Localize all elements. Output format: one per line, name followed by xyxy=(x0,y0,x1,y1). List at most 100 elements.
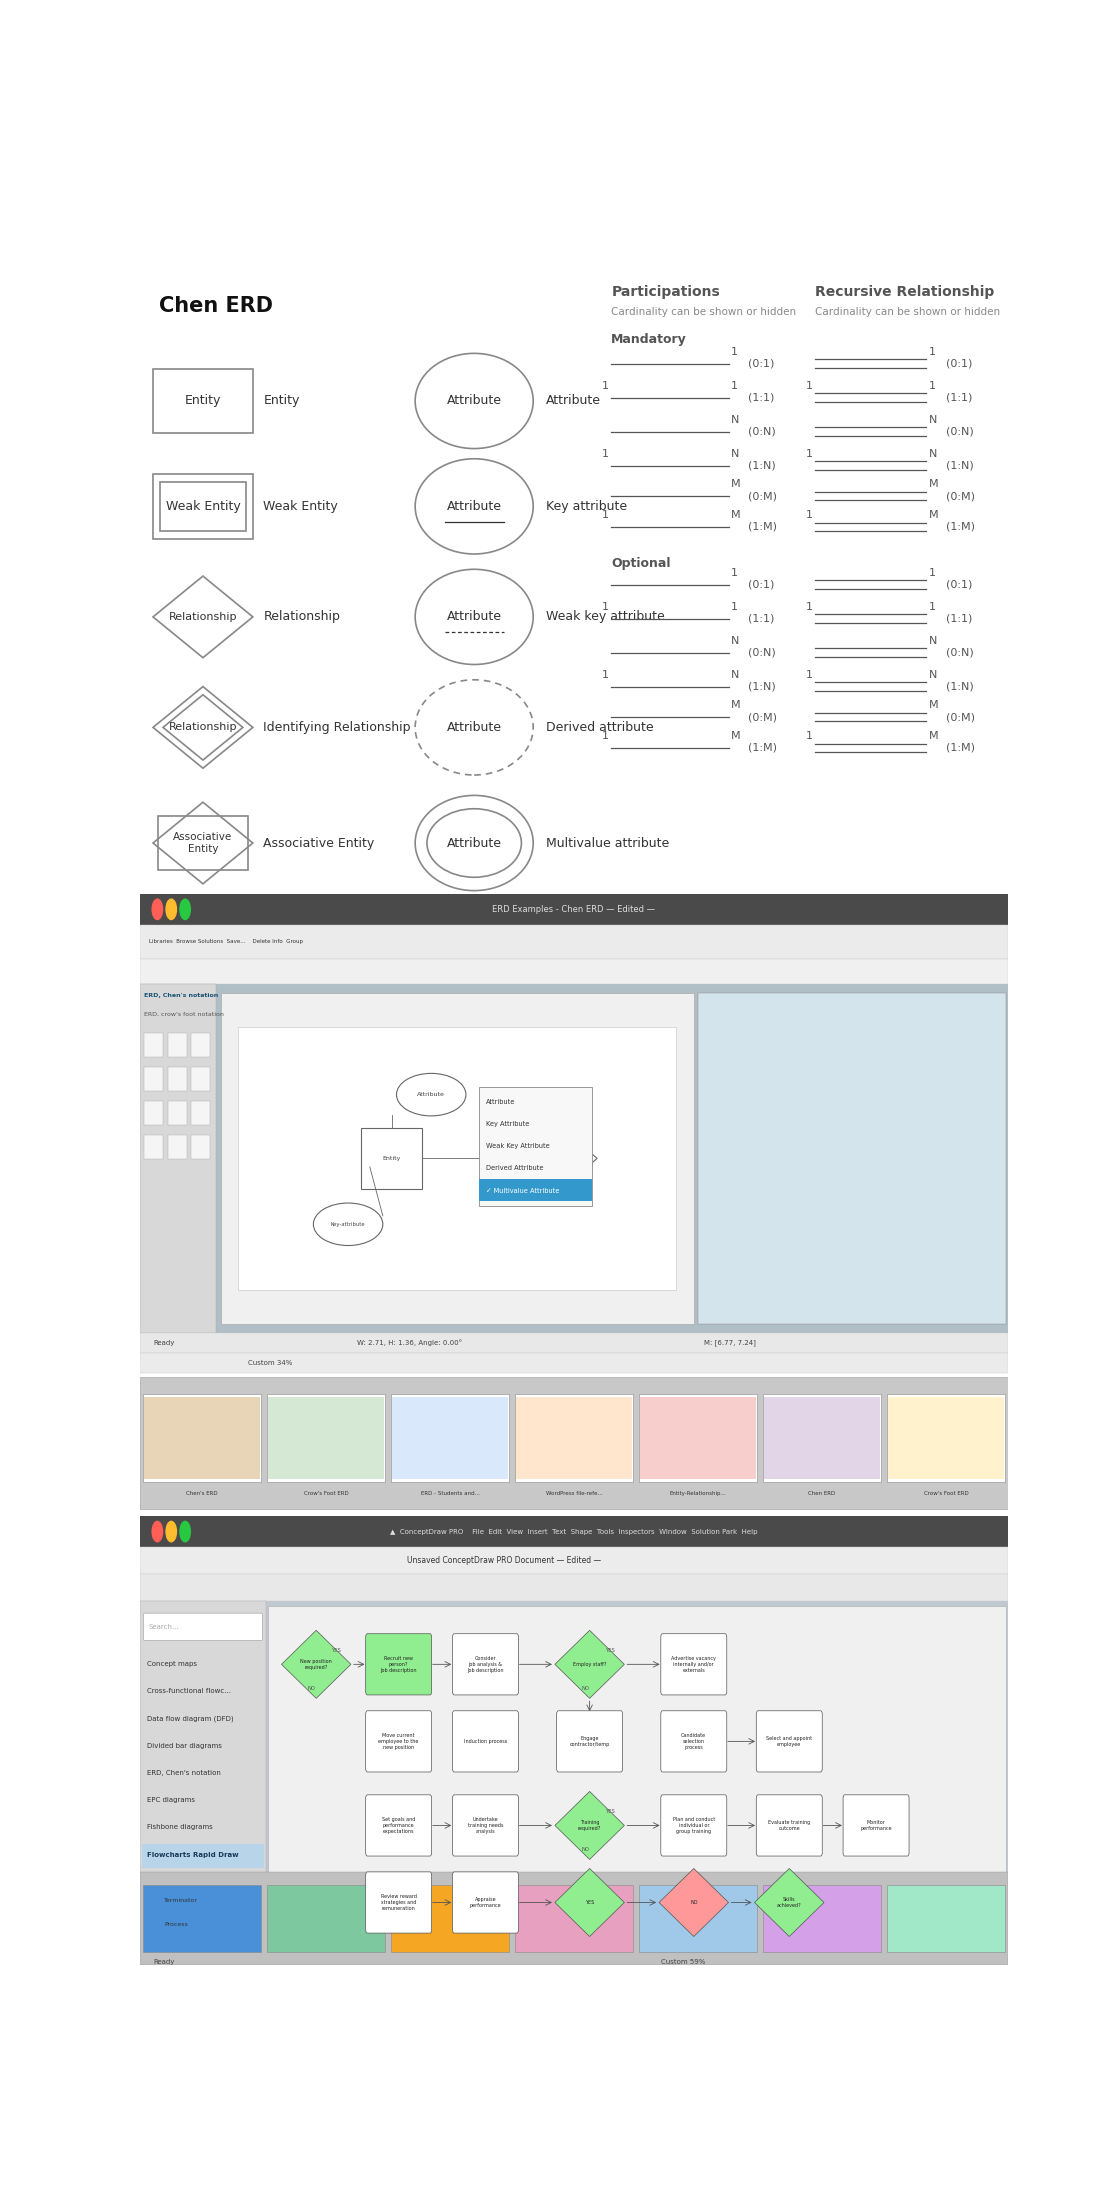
Text: Appraise
performance: Appraise performance xyxy=(469,1897,502,1908)
Text: 1: 1 xyxy=(805,603,813,612)
Text: (1:M): (1:M) xyxy=(945,521,974,532)
Text: (1:1): (1:1) xyxy=(945,614,972,623)
Text: Key-attribute: Key-attribute xyxy=(330,1221,365,1228)
FancyBboxPatch shape xyxy=(140,1872,1008,1965)
FancyBboxPatch shape xyxy=(140,958,1008,985)
Text: M: M xyxy=(928,731,939,742)
Text: (1:M): (1:M) xyxy=(748,742,776,753)
Text: Search...: Search... xyxy=(149,1623,179,1630)
FancyBboxPatch shape xyxy=(698,994,1006,1325)
Text: 1: 1 xyxy=(601,669,609,680)
Text: 1: 1 xyxy=(731,380,738,391)
Text: Review reward
strategies and
remuneration: Review reward strategies and remuneratio… xyxy=(381,1894,417,1910)
Text: YES: YES xyxy=(333,1647,342,1654)
Text: NO: NO xyxy=(690,1901,698,1906)
FancyBboxPatch shape xyxy=(192,1102,211,1126)
FancyBboxPatch shape xyxy=(452,1872,519,1932)
Text: Participations: Participations xyxy=(612,285,720,300)
Text: Key attribute: Key attribute xyxy=(547,499,627,512)
FancyBboxPatch shape xyxy=(366,1634,431,1696)
FancyBboxPatch shape xyxy=(756,1711,822,1773)
Text: Attribute: Attribute xyxy=(486,1100,515,1106)
FancyBboxPatch shape xyxy=(168,1066,187,1091)
Text: WordPress file-refe...: WordPress file-refe... xyxy=(545,1490,603,1495)
FancyBboxPatch shape xyxy=(763,1393,881,1482)
Text: ERD, crow's foot notation: ERD, crow's foot notation xyxy=(144,1011,224,1016)
FancyBboxPatch shape xyxy=(888,1398,1004,1479)
FancyBboxPatch shape xyxy=(144,1892,160,1910)
Text: Skills
achieved?: Skills achieved? xyxy=(777,1897,802,1908)
Text: W: 2.71, H: 1.36, Angle: 0.00°: W: 2.71, H: 1.36, Angle: 0.00° xyxy=(357,1340,463,1347)
Text: Concept maps: Concept maps xyxy=(147,1660,197,1667)
Circle shape xyxy=(180,899,190,919)
Text: NO: NO xyxy=(308,1685,316,1691)
Text: Attribute: Attribute xyxy=(447,609,502,623)
Text: Recruit new
person?
Job description: Recruit new person? Job description xyxy=(381,1656,417,1674)
FancyBboxPatch shape xyxy=(638,1393,757,1482)
Text: 1: 1 xyxy=(928,567,936,578)
Text: Weak Entity: Weak Entity xyxy=(263,499,338,512)
FancyBboxPatch shape xyxy=(452,1711,519,1773)
FancyBboxPatch shape xyxy=(641,1398,756,1479)
FancyBboxPatch shape xyxy=(142,1844,264,1868)
Text: N: N xyxy=(928,636,937,645)
Text: Move current
employee to the
new position: Move current employee to the new positio… xyxy=(379,1733,419,1749)
Text: Identifying Relationship: Identifying Relationship xyxy=(263,720,411,733)
Text: 1: 1 xyxy=(731,567,738,578)
Text: (0:N): (0:N) xyxy=(945,426,973,437)
Text: Chen ERD: Chen ERD xyxy=(159,296,273,316)
Text: Cardinality can be shown or hidden: Cardinality can be shown or hidden xyxy=(612,307,796,318)
Text: 1: 1 xyxy=(805,510,813,521)
FancyBboxPatch shape xyxy=(140,1601,265,1952)
Text: Derived attribute: Derived attribute xyxy=(547,720,654,733)
FancyBboxPatch shape xyxy=(452,1795,519,1857)
FancyBboxPatch shape xyxy=(140,1517,1008,1548)
Text: N: N xyxy=(928,448,937,459)
Text: M: M xyxy=(731,479,740,490)
FancyBboxPatch shape xyxy=(140,1354,1008,1373)
Circle shape xyxy=(166,1521,177,1541)
Text: 1: 1 xyxy=(928,380,936,391)
Text: (0:M): (0:M) xyxy=(748,490,776,501)
Text: Training
required?: Training required? xyxy=(578,1819,601,1830)
Text: M: M xyxy=(731,731,740,742)
FancyBboxPatch shape xyxy=(756,1795,822,1857)
FancyBboxPatch shape xyxy=(144,1135,164,1159)
Text: (1:1): (1:1) xyxy=(748,393,774,402)
FancyBboxPatch shape xyxy=(763,1886,881,1952)
Text: N: N xyxy=(731,415,739,424)
Text: 1: 1 xyxy=(928,603,936,612)
Text: Relationship: Relationship xyxy=(538,1157,570,1161)
Polygon shape xyxy=(755,1868,824,1936)
FancyBboxPatch shape xyxy=(140,894,1008,1334)
FancyBboxPatch shape xyxy=(168,1102,187,1126)
Text: (1:N): (1:N) xyxy=(748,461,775,470)
Text: Ready: Ready xyxy=(153,1958,175,1965)
FancyBboxPatch shape xyxy=(391,1393,510,1482)
Polygon shape xyxy=(554,1868,624,1936)
FancyBboxPatch shape xyxy=(661,1795,727,1857)
FancyBboxPatch shape xyxy=(140,985,216,1334)
Text: M: M xyxy=(928,700,939,711)
Text: Evaluate training
outcome: Evaluate training outcome xyxy=(768,1819,811,1830)
Text: Terminator: Terminator xyxy=(165,1899,198,1903)
FancyBboxPatch shape xyxy=(514,1393,634,1482)
FancyBboxPatch shape xyxy=(661,1634,727,1696)
Text: Consider
job analysis &
Job description: Consider job analysis & Job description xyxy=(467,1656,504,1674)
Text: Libraries  Browse Solutions  Save...    Delete Info  Group: Libraries Browse Solutions Save... Delet… xyxy=(149,938,302,945)
Text: Derived Attribute: Derived Attribute xyxy=(486,1166,543,1172)
FancyBboxPatch shape xyxy=(144,1066,164,1091)
Text: 1: 1 xyxy=(928,347,936,358)
FancyBboxPatch shape xyxy=(140,1517,1008,1952)
Text: ERD Examples - Chen ERD — Edited —: ERD Examples - Chen ERD — Edited — xyxy=(493,905,655,914)
Text: M: M xyxy=(731,700,740,711)
FancyBboxPatch shape xyxy=(140,1378,1008,1510)
Text: EPC diagrams: EPC diagrams xyxy=(147,1797,195,1804)
Text: Candidate
selection
process: Candidate selection process xyxy=(681,1733,707,1749)
Text: 1: 1 xyxy=(731,603,738,612)
FancyBboxPatch shape xyxy=(192,1033,211,1058)
Text: Crow's Foot ERD: Crow's Foot ERD xyxy=(924,1490,969,1495)
FancyBboxPatch shape xyxy=(142,1393,261,1482)
FancyBboxPatch shape xyxy=(269,1607,1006,1947)
Text: N: N xyxy=(731,669,739,680)
